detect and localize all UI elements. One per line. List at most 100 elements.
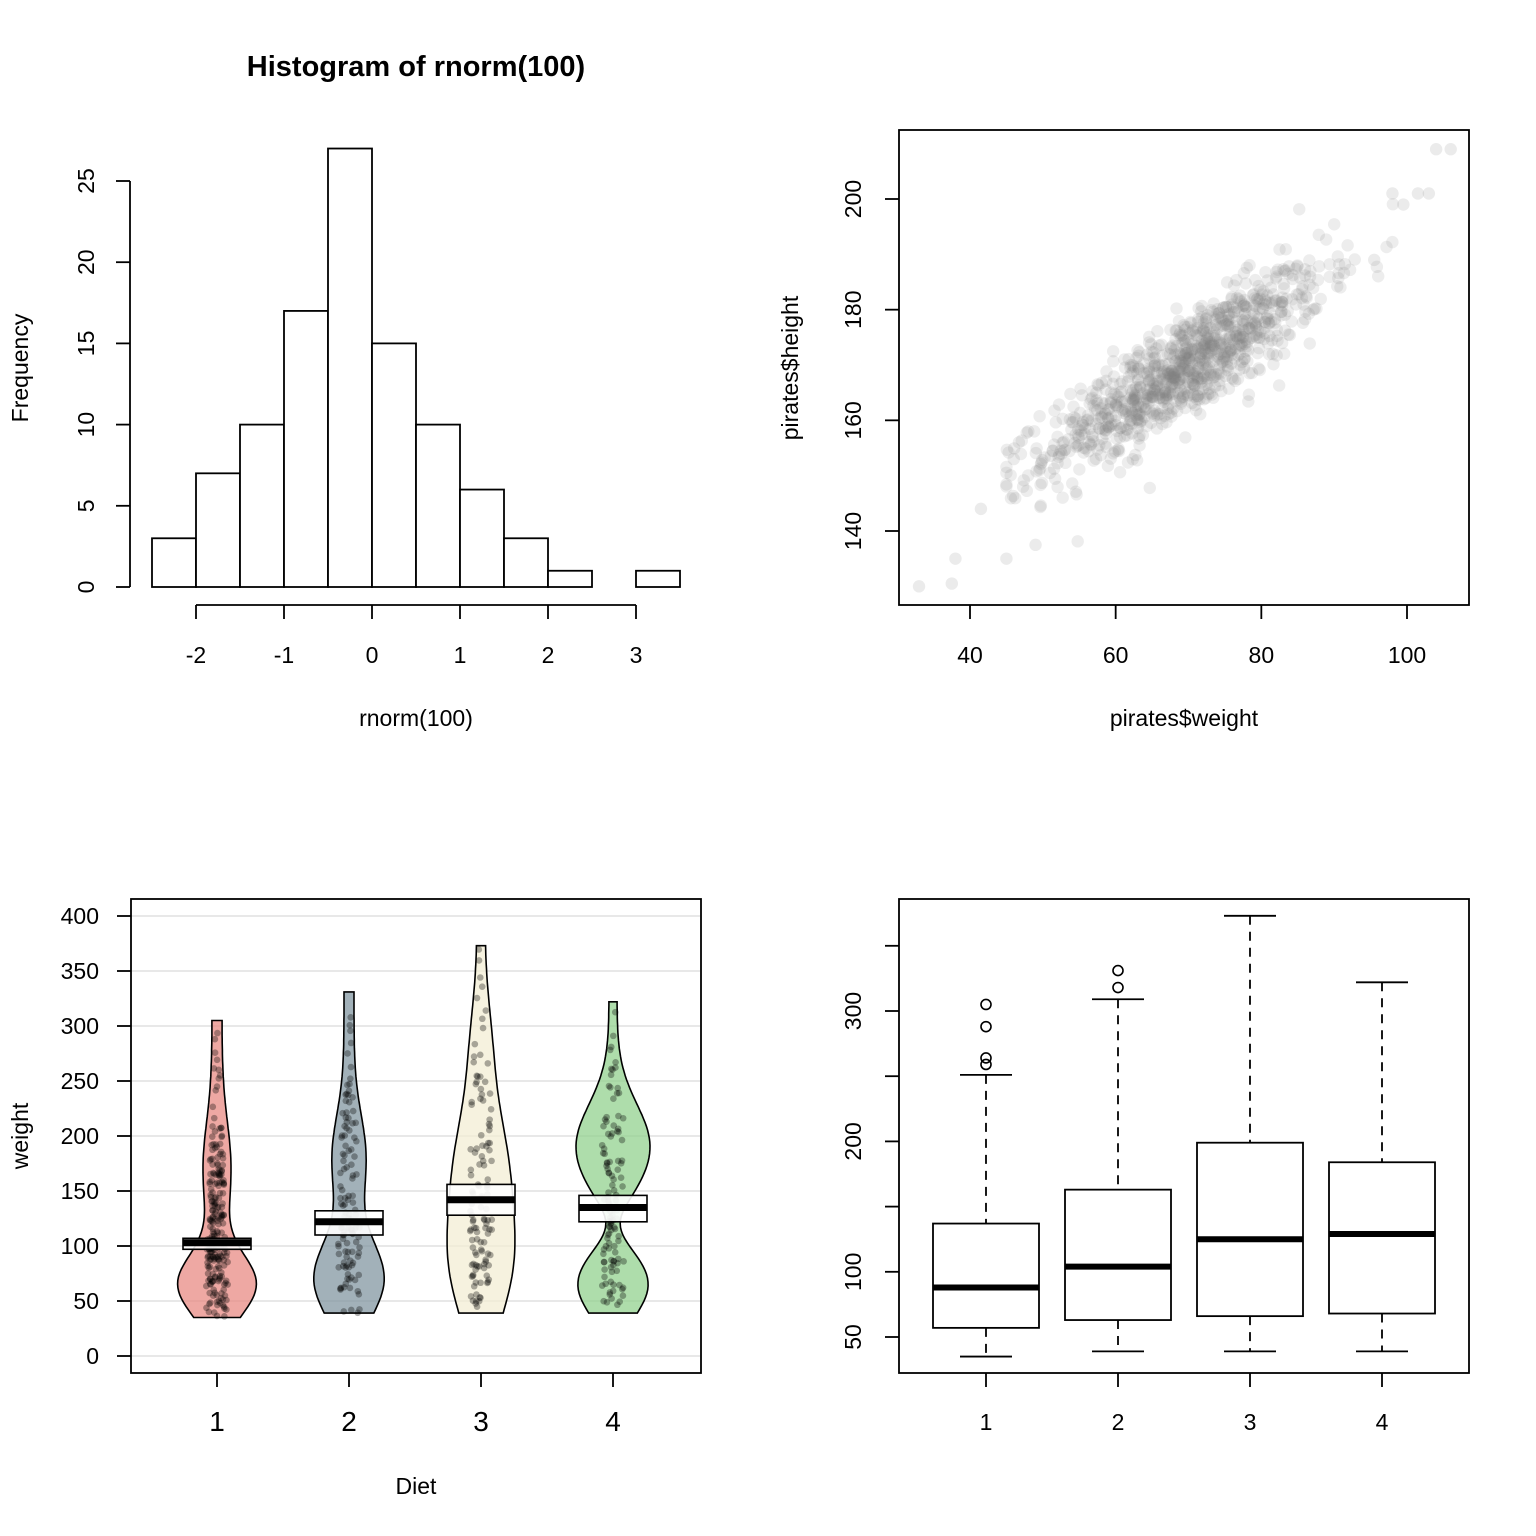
pirateplot-point <box>344 1081 351 1089</box>
scatter-point <box>1281 267 1295 280</box>
scatter-point <box>1161 402 1175 415</box>
scatter-point <box>1331 250 1344 263</box>
scatter-point <box>1128 388 1142 402</box>
pirateplot-point <box>208 1141 215 1149</box>
pirateplot-point <box>339 1150 347 1158</box>
scatter-point <box>1222 382 1236 395</box>
scatter-point <box>1130 454 1144 467</box>
scatter-point <box>1208 342 1222 356</box>
scatter-point <box>1147 352 1160 365</box>
scatter-point <box>1070 488 1083 501</box>
pirateplot-point <box>349 1259 357 1267</box>
scatter-point <box>1167 387 1180 400</box>
scatter-point <box>1126 395 1140 408</box>
scatter-point <box>1146 386 1159 400</box>
scatter-point <box>1221 364 1234 377</box>
scatter-point <box>1124 358 1138 372</box>
pirateplot-point <box>341 1152 348 1159</box>
pirateplot-point <box>610 1258 617 1265</box>
pirateplot-point <box>468 1236 476 1244</box>
scatter-point <box>1164 341 1178 354</box>
scatter-point <box>1237 330 1250 344</box>
scatter-point <box>1151 384 1164 397</box>
pirateplot-point <box>339 1109 346 1117</box>
pirateplot-point <box>217 1124 225 1132</box>
pirateplot-point <box>208 1133 216 1140</box>
scatter-point <box>1118 361 1132 374</box>
scatter-point <box>1189 328 1202 342</box>
scatter-point <box>1191 372 1205 385</box>
pirateplot-point <box>213 1083 221 1090</box>
scatter-point <box>1143 373 1156 387</box>
pirateplot-point <box>608 1256 615 1264</box>
scatter-point <box>1422 187 1436 200</box>
scatter-point <box>1168 366 1182 379</box>
scatter-point <box>1269 316 1282 329</box>
scatter-point <box>1237 361 1251 375</box>
scatter-point <box>1194 327 1208 340</box>
scatter-point <box>1099 437 1112 450</box>
scatter-point <box>1110 398 1123 412</box>
scatter-point <box>1181 346 1195 359</box>
scatter-point <box>1110 388 1123 401</box>
scatter-point <box>1290 288 1304 301</box>
pirateplot-point <box>207 1280 214 1288</box>
pirateplot-point <box>216 1140 224 1148</box>
scatter-point <box>1188 364 1201 378</box>
scatter-point <box>1204 368 1217 382</box>
scatter-point <box>974 502 988 516</box>
pirateplot-point <box>473 1078 480 1086</box>
boxplot-x-tick-label: 4 <box>1376 1409 1389 1435</box>
pirateplot-point <box>614 1166 622 1173</box>
scatter-point <box>1129 389 1142 403</box>
pirateplot-point <box>215 1276 223 1283</box>
scatter-point <box>1159 389 1173 402</box>
scatter-point <box>1247 288 1261 301</box>
scatter-point <box>1193 351 1206 364</box>
histogram-x-tick-label: 3 <box>630 642 643 668</box>
scatter-point <box>1167 368 1180 382</box>
scatter-point <box>1082 435 1095 449</box>
pirateplot-point <box>210 1277 217 1285</box>
scatter-point <box>1157 365 1171 378</box>
pirateplot-point <box>608 1295 615 1302</box>
pirateplot-point <box>477 1085 485 1093</box>
scatter-point <box>1181 364 1194 377</box>
scatter-point <box>1179 335 1192 348</box>
pirateplot-point <box>214 1161 221 1169</box>
scatter-point <box>1264 315 1278 328</box>
scatter-point <box>1202 332 1216 345</box>
scatter-point <box>1170 302 1183 315</box>
scatter-point <box>1343 263 1357 277</box>
scatter-point <box>1136 387 1150 400</box>
scatter-point <box>1195 376 1208 389</box>
pirateplot-point <box>472 1279 480 1286</box>
scatter-point <box>1215 355 1229 368</box>
scatter-point <box>1281 304 1294 318</box>
pirateplot-point <box>211 1128 219 1135</box>
scatter-point <box>1178 382 1192 395</box>
scatter-point <box>1033 409 1046 423</box>
scatter-point <box>1034 478 1047 492</box>
scatter-point <box>1291 260 1304 273</box>
scatter-point <box>1143 382 1157 396</box>
scatter-point <box>1199 337 1212 350</box>
pirateplot-point <box>212 1208 220 1215</box>
scatter-point <box>1166 339 1180 352</box>
scatter-point <box>1137 366 1151 380</box>
scatter-point <box>1118 395 1131 408</box>
pirateplot-point <box>478 1247 486 1255</box>
scatter-point <box>1185 345 1198 358</box>
scatter-point <box>1215 384 1228 398</box>
pirateplot-point <box>481 1078 489 1086</box>
pirateplot-point <box>349 1199 357 1206</box>
scatter-point <box>1213 374 1226 388</box>
scatter-point <box>1029 538 1042 552</box>
pirateplot-point <box>341 1194 349 1202</box>
scatter-point <box>1323 270 1336 284</box>
scatter-point <box>1193 387 1206 401</box>
boxplot-y-tick-label: 200 <box>840 1122 866 1160</box>
pirateplot-point <box>615 1089 623 1097</box>
pirateplot-point <box>476 1161 483 1168</box>
pirateplot-point <box>219 1296 227 1303</box>
